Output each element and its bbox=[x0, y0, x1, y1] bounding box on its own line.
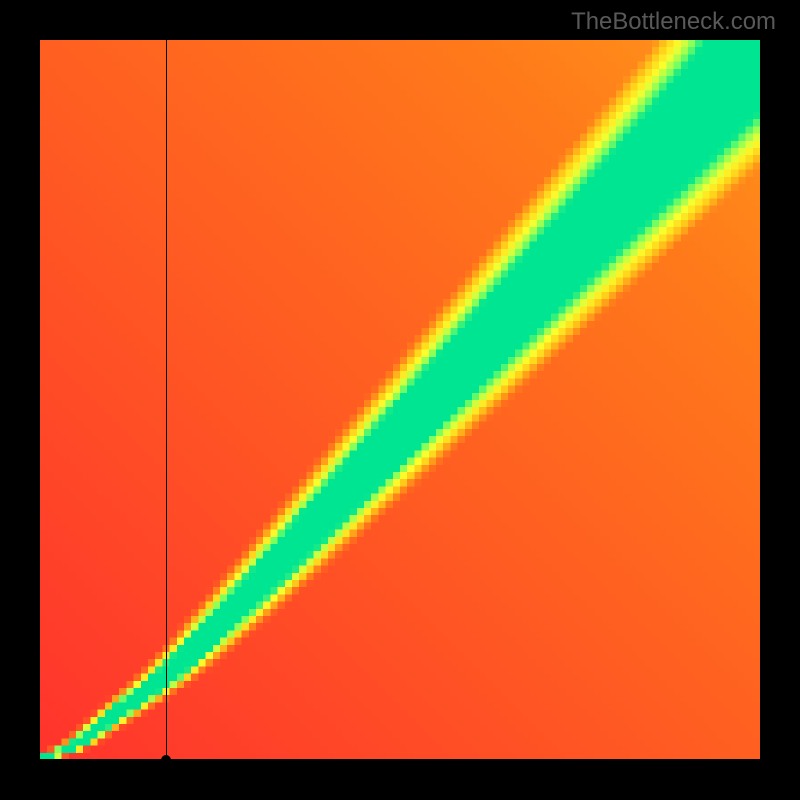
watermark-text: TheBottleneck.com bbox=[571, 8, 776, 36]
crosshair-marker-dot bbox=[161, 755, 171, 765]
heatmap-plot bbox=[40, 40, 760, 760]
crosshair-vertical-line bbox=[166, 40, 167, 760]
crosshair-horizontal-line bbox=[40, 759, 760, 760]
heatmap-canvas bbox=[40, 40, 760, 760]
